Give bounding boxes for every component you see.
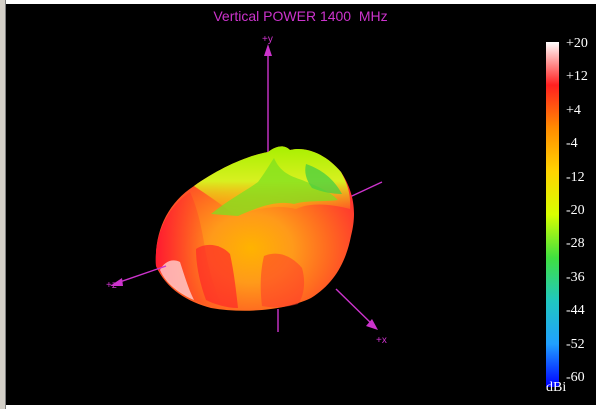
color-scale-tick-label: -44 bbox=[566, 303, 585, 319]
z-axis-line bbox=[113, 265, 167, 285]
y-axis-label: +y bbox=[262, 34, 273, 45]
x-axis-label: +x bbox=[376, 335, 387, 346]
color-scale-tick-label: -60 bbox=[566, 370, 585, 385]
y-axis-arrow bbox=[264, 44, 272, 56]
x-axis-line bbox=[335, 288, 375, 327]
pattern-green-patch bbox=[305, 164, 342, 194]
color-scale-tick-label: +4 bbox=[566, 102, 581, 118]
pattern-right-red-patch bbox=[260, 253, 305, 308]
color-scale-tick-label: -12 bbox=[566, 169, 585, 185]
pattern-green-ridge bbox=[211, 158, 338, 216]
color-scale-tick-label: -20 bbox=[566, 203, 585, 218]
window-frame-edge bbox=[0, 0, 6, 409]
dbi-color-scale bbox=[546, 42, 559, 387]
color-scale-tick-label: -36 bbox=[566, 269, 585, 285]
color-scale-tick-label: -52 bbox=[566, 336, 585, 352]
pattern-3d-scene[interactable]: +y +z +x bbox=[6, 4, 596, 405]
pattern-front-red-patch bbox=[196, 244, 238, 308]
z-axis-arrow bbox=[110, 278, 123, 286]
color-scale-tick-label: -4 bbox=[566, 136, 578, 152]
plot-title: Vertical POWER 1400 MHz bbox=[213, 8, 388, 24]
color-scale-tick-label: -28 bbox=[566, 236, 585, 252]
color-scale-tick-label: +20 bbox=[566, 36, 588, 51]
pattern-white-highlight bbox=[160, 260, 194, 300]
z-axis-label: +z bbox=[106, 280, 117, 291]
radiation-pattern-view[interactable]: +y +z +x bbox=[6, 4, 596, 405]
x-axis-arrow bbox=[366, 319, 378, 330]
color-scale-tick-label: +12 bbox=[566, 69, 588, 85]
color-scale-unit: dBi bbox=[546, 380, 567, 395]
